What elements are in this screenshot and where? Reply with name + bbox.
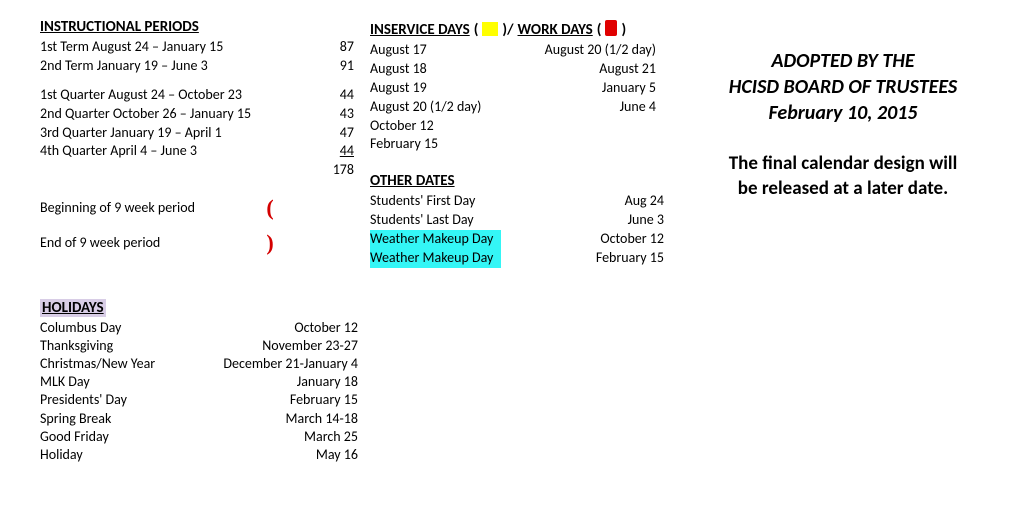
- holiday-name: Thanksgiving: [40, 337, 190, 355]
- col-instructional: INSTRUCTIONAL PERIODS 1st Term August 24…: [40, 18, 360, 464]
- open-paren-icon: (: [260, 190, 280, 225]
- holiday-date: May 16: [190, 446, 360, 464]
- page: INSTRUCTIONAL PERIODS 1st Term August 24…: [0, 0, 1018, 464]
- final-note: The final calendar design will be releas…: [690, 152, 996, 201]
- work-day: June 4: [520, 98, 670, 117]
- other-date-row: Weather Makeup Day October 12: [370, 230, 670, 249]
- term-days: 91: [314, 57, 360, 76]
- workdays-col: August 20 (1/2 day)August 21January 5Jun…: [520, 41, 670, 154]
- other-date-value: October 12: [600, 230, 670, 249]
- end-9week: End of 9 week period ): [40, 225, 360, 260]
- begin-9week-label: Beginning of 9 week period: [40, 197, 260, 219]
- quarter-days: 44: [314, 86, 360, 105]
- holiday-row: Columbus DayOctober 12: [40, 319, 360, 337]
- other-date-value: Aug 24: [625, 192, 670, 211]
- work-day: January 5: [520, 79, 670, 98]
- col-dates: INSERVICE DAYS ()/ WORK DAYS () August 1…: [370, 18, 670, 464]
- inservice-work-grid: August 17August 18August 19August 20 (1/…: [370, 41, 670, 154]
- col-notice: ADOPTED BY THE HCISD BOARD OF TRUSTEES F…: [670, 18, 996, 464]
- adopted-line: February 10, 2015: [690, 100, 996, 126]
- holiday-date: December 21-January 4: [190, 355, 360, 373]
- holiday-row: HolidayMay 16: [40, 446, 360, 464]
- other-dates-title: OTHER DATES: [370, 172, 670, 190]
- holiday-row: Spring BreakMarch 14-18: [40, 410, 360, 428]
- inservice-day: February 15: [370, 135, 520, 154]
- red-swatch-icon: [605, 20, 617, 36]
- adopted-line: HCISD BOARD OF TRUSTEES: [690, 74, 996, 100]
- other-date-label: Weather Makeup Day: [370, 249, 501, 268]
- holiday-name: Christmas/New Year: [40, 355, 190, 373]
- quarter-days: 43: [314, 105, 360, 124]
- inservice-col: August 17August 18August 19August 20 (1/…: [370, 41, 520, 154]
- holidays-title: HOLIDAYS: [40, 299, 360, 317]
- holiday-date: January 18: [190, 373, 360, 391]
- holiday-name: Columbus Day: [40, 319, 190, 337]
- holiday-name: Good Friday: [40, 428, 190, 446]
- holidays-list: Columbus DayOctober 12ThanksgivingNovemb…: [40, 319, 360, 465]
- holiday-row: MLK DayJanuary 18: [40, 373, 360, 391]
- holiday-date: March 14-18: [190, 410, 360, 428]
- note-line: The final calendar design will: [690, 152, 996, 177]
- holiday-row: ThanksgivingNovember 23-27: [40, 337, 360, 355]
- term-label: 1st Term August 24 – January 15: [40, 38, 314, 57]
- quarter-label: 2nd Quarter October 26 – January 15: [40, 105, 314, 124]
- inservice-day: August 17: [370, 41, 520, 60]
- quarter-label: 1st Quarter August 24 – October 23: [40, 86, 314, 105]
- other-date-label: Students' First Day: [370, 192, 475, 211]
- other-date-row: Students' Last Day June 3: [370, 211, 670, 230]
- total-row: 178: [40, 161, 360, 180]
- quarter-days: 44: [314, 142, 360, 161]
- quarter-days: 47: [314, 124, 360, 143]
- adopted-block: ADOPTED BY THE HCISD BOARD OF TRUSTEES F…: [690, 48, 996, 126]
- term-label: 2nd Term January 19 – June 3: [40, 57, 314, 76]
- holiday-row: Good FridayMarch 25: [40, 428, 360, 446]
- quarter-label: 3rd Quarter January 19 – April 1: [40, 124, 314, 143]
- workdays-title: WORK DAYS: [518, 21, 593, 39]
- work-day: August 21: [520, 60, 670, 79]
- holiday-row: Presidents' DayFebruary 15: [40, 391, 360, 409]
- quarter-label: 4th Quarter April 4 – June 3: [40, 142, 314, 161]
- holiday-row: Christmas/New YearDecember 21-January 4: [40, 355, 360, 373]
- holiday-name: MLK Day: [40, 373, 190, 391]
- note-line: be released at a later date.: [690, 177, 996, 202]
- inservice-title: INSERVICE DAYS: [370, 21, 470, 39]
- holiday-name: Presidents' Day: [40, 391, 190, 409]
- holiday-name: Holiday: [40, 446, 190, 464]
- other-date-label: Students' Last Day: [370, 211, 474, 230]
- quarter-row: 3rd Quarter January 19 – April 1 47: [40, 124, 360, 143]
- yellow-swatch-icon: [482, 22, 498, 36]
- inservice-day: August 18: [370, 60, 520, 79]
- instructional-title: INSTRUCTIONAL PERIODS: [40, 18, 360, 36]
- holiday-name: Spring Break: [40, 410, 190, 428]
- holiday-date: October 12: [190, 319, 360, 337]
- other-dates-list: Students' First DayAug 24Students' Last …: [370, 192, 670, 268]
- holiday-date: February 15: [190, 391, 360, 409]
- holiday-date: November 23-27: [190, 337, 360, 355]
- other-date-value: February 15: [596, 249, 670, 268]
- end-9week-label: End of 9 week period: [40, 232, 260, 254]
- term-row: 2nd Term January 19 – June 3 91: [40, 57, 360, 76]
- term-row: 1st Term August 24 – January 15 87: [40, 38, 360, 57]
- close-paren-icon: ): [260, 225, 280, 260]
- inservice-work-header: INSERVICE DAYS ()/ WORK DAYS (): [370, 18, 670, 39]
- inservice-day: August 20 (1/2 day): [370, 98, 520, 117]
- begin-9week: Beginning of 9 week period (: [40, 190, 360, 225]
- inservice-day: October 12: [370, 117, 520, 136]
- other-date-value: June 3: [628, 211, 670, 230]
- holiday-date: March 25: [190, 428, 360, 446]
- quarter-row: 2nd Quarter October 26 – January 15 43: [40, 105, 360, 124]
- quarter-row: 1st Quarter August 24 – October 23 44: [40, 86, 360, 105]
- days-total: 178: [314, 161, 360, 180]
- other-date-row: Students' First Day Aug 24: [370, 192, 670, 211]
- work-day: August 20 (1/2 day): [520, 41, 670, 60]
- adopted-line: ADOPTED BY THE: [690, 48, 996, 74]
- other-date-label: Weather Makeup Day: [370, 230, 501, 249]
- term-days: 87: [314, 38, 360, 57]
- other-date-row: Weather Makeup Day February 15: [370, 249, 670, 268]
- inservice-day: August 19: [370, 79, 520, 98]
- quarter-row: 4th Quarter April 4 – June 3 44: [40, 142, 360, 161]
